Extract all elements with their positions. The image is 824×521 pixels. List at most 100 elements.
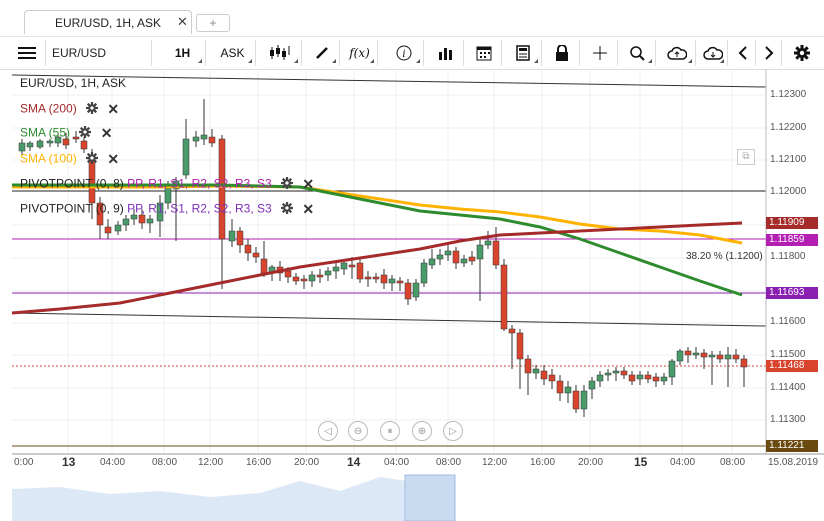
zoom-in-button[interactable]: ⊕ xyxy=(412,421,432,441)
price-tag-sma200: 1.11909 xyxy=(766,217,818,229)
candle-body xyxy=(636,374,644,380)
legend-sma55-label: SMA (55) xyxy=(20,125,71,140)
settings-button[interactable] xyxy=(788,40,816,66)
lock-button[interactable] xyxy=(544,40,580,66)
chart-type-button[interactable] xyxy=(258,40,302,66)
calendar-button[interactable] xyxy=(466,40,502,66)
candle-body xyxy=(316,274,324,278)
candle-body xyxy=(684,350,692,356)
candle-body xyxy=(122,218,130,226)
gear-icon[interactable] xyxy=(281,202,294,217)
legend-title: EUR/USD, 1H, ASK xyxy=(20,76,127,90)
legend-pivot2[interactable]: PIVOTPOINT (0, 9) PP, R1, S1, R2, S2, R3… xyxy=(20,201,314,218)
candle-body xyxy=(340,262,348,270)
fx-icon: f(x) xyxy=(349,46,370,60)
candle-body xyxy=(228,230,236,242)
scroll-right-nav-button[interactable]: ▷ xyxy=(443,421,463,441)
time-axis-label: 20:00 xyxy=(294,457,320,468)
candle-body xyxy=(156,202,164,222)
tab-bar: EUR/USD, 1H, ASK ✕ + xyxy=(0,0,824,36)
legend-pivot1[interactable]: PIVOTPOINT (0, 8) PP, R1, S1, R2, S2, R3… xyxy=(20,176,314,193)
candle-body xyxy=(332,266,340,272)
trend-line-lower xyxy=(11,312,767,327)
menu-button[interactable] xyxy=(8,40,46,66)
candle-body xyxy=(182,138,190,176)
candle-body xyxy=(548,374,556,382)
candle-body xyxy=(114,224,122,232)
news-button[interactable] xyxy=(504,40,542,66)
candle-body xyxy=(348,264,356,268)
close-icon[interactable]: ✕ xyxy=(177,14,188,29)
sma200-line xyxy=(11,221,743,315)
candle-body xyxy=(740,358,748,368)
price-axis-label: 1.12300 xyxy=(770,89,807,100)
upload-button[interactable] xyxy=(658,40,696,66)
price-tag-r1: 1.11859 xyxy=(766,234,818,246)
candle-body xyxy=(732,354,740,360)
close-icon[interactable]: ✕ xyxy=(107,101,120,117)
close-icon[interactable]: ✕ xyxy=(100,125,113,141)
scroll-left-nav-button[interactable]: ◁ xyxy=(318,421,338,441)
draw-tool-button[interactable] xyxy=(304,40,340,66)
chart-area[interactable]: EUR/USD, 1H, ASK SMA (200) ✕ SMA (55) ✕ … xyxy=(0,69,824,521)
candle-body xyxy=(556,380,564,394)
download-button[interactable] xyxy=(698,40,728,66)
gear-icon[interactable] xyxy=(79,126,92,141)
candle-body xyxy=(452,250,460,264)
candles-icon xyxy=(269,45,289,60)
price-axis-label: 1.11800 xyxy=(770,251,806,262)
chart-tab[interactable]: EUR/USD, 1H, ASK ✕ xyxy=(24,10,192,34)
scroll-right-button[interactable] xyxy=(756,40,782,66)
legend-pivot1-levels: PP, R1, S1, R2, S2, R3, S3 xyxy=(127,176,272,191)
price-tag-current: 1.11468 xyxy=(766,360,818,372)
candle-body xyxy=(388,278,396,284)
candle-body xyxy=(644,374,652,380)
close-icon[interactable]: ✕ xyxy=(302,201,315,217)
candle-body xyxy=(516,332,524,360)
reset-view-button[interactable]: ⏸ xyxy=(380,421,400,441)
zoom-out-button[interactable]: ⊖ xyxy=(348,421,368,441)
gear-icon[interactable] xyxy=(86,102,99,117)
indicators-button[interactable]: f(x) xyxy=(342,40,378,66)
candle-body xyxy=(428,258,436,266)
time-axis-label: 04:00 xyxy=(670,457,696,468)
chart-canvas[interactable] xyxy=(0,69,824,521)
close-icon[interactable]: ✕ xyxy=(302,176,315,192)
crosshair-button[interactable] xyxy=(582,40,618,66)
add-tab-button[interactable]: + xyxy=(196,14,230,32)
candle-body xyxy=(200,134,208,140)
candle-body xyxy=(46,140,54,144)
candle-body xyxy=(260,258,268,274)
gear-icon[interactable] xyxy=(86,152,99,167)
candle-body xyxy=(460,258,468,264)
side-select[interactable]: ASK xyxy=(210,40,256,66)
candle-body xyxy=(508,328,516,334)
price-axis-label: 1.11600 xyxy=(770,316,806,327)
candle-body xyxy=(192,136,200,142)
legend-sma200[interactable]: SMA (200) ✕ xyxy=(20,101,119,118)
pencil-icon xyxy=(315,47,328,59)
candle-body xyxy=(80,140,88,150)
close-icon[interactable]: ✕ xyxy=(107,151,120,167)
zoom-button[interactable] xyxy=(618,40,656,66)
zoom-out-icon: ⊖ xyxy=(353,425,363,437)
cloud-upload-icon xyxy=(666,46,687,60)
candle-body xyxy=(372,276,380,280)
time-axis-day: 14 xyxy=(347,455,361,469)
candle-body xyxy=(218,138,226,240)
candle-body xyxy=(604,372,612,376)
price-axis-label: 1.11500 xyxy=(770,349,806,360)
timeframe-select[interactable]: 1H xyxy=(160,40,206,66)
legend-sma100[interactable]: SMA (100) ✕ xyxy=(20,151,119,168)
scroll-left-button[interactable] xyxy=(730,40,756,66)
candle-body xyxy=(676,350,684,362)
legend-sma55[interactable]: SMA (55) ✕ xyxy=(20,125,112,142)
popout-button[interactable]: ⧉ xyxy=(737,149,755,165)
symbol-input[interactable]: EUR/USD xyxy=(48,40,152,66)
candle-body xyxy=(476,244,484,260)
sma55-line xyxy=(12,183,743,297)
gear-icon[interactable] xyxy=(281,177,294,192)
volume-button[interactable] xyxy=(428,40,464,66)
hamburger-icon xyxy=(17,47,36,59)
info-button[interactable]: i xyxy=(384,40,424,66)
